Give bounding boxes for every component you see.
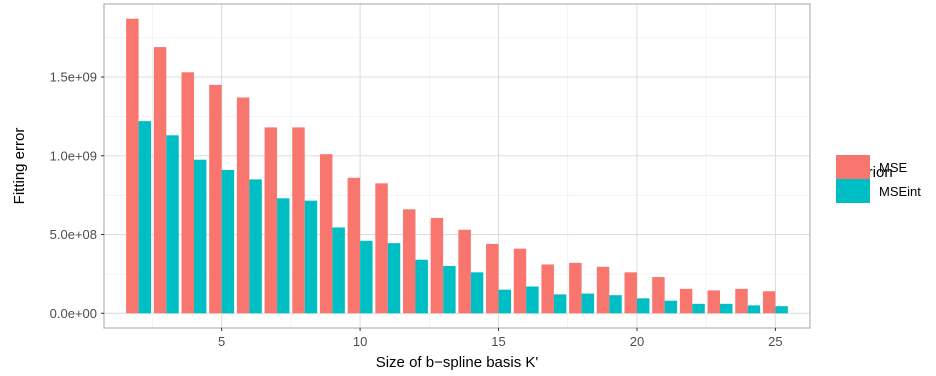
legend-key-mseint [836, 179, 870, 203]
x-tick-label: 25 [768, 334, 782, 349]
y-axis: 0.0e+00 5.0e+08 1.0e+09 1.5e+09 [50, 70, 104, 321]
bar-mse-15 [486, 243, 499, 314]
y-axis-title: Fitting error [11, 128, 28, 205]
y-tick-label: 1.5e+09 [50, 70, 97, 85]
bar-mseint-14 [470, 272, 484, 314]
bar-mse-22 [679, 288, 693, 314]
x-axis: 5 10 15 20 25 [218, 328, 783, 349]
bar-mseint-23 [720, 303, 733, 314]
bar-mseint-22 [692, 303, 705, 314]
bar-mseint-19 [609, 295, 622, 314]
bar-mseint-20 [636, 298, 650, 314]
bar-mse-21 [652, 277, 665, 314]
bar-mseint-17 [553, 294, 567, 314]
bar-mseint-11 [387, 243, 401, 314]
bar-mse-16 [513, 248, 527, 314]
bar-mseint-3 [166, 135, 179, 314]
bar-mseint-25 [775, 306, 788, 314]
x-tick-label: 10 [353, 334, 367, 349]
bar-mse-17 [541, 264, 554, 314]
bar-mse-7 [264, 127, 278, 314]
bar-mse-18 [569, 262, 582, 314]
bar-mseint-4 [193, 159, 207, 314]
bar-mse-20 [624, 272, 637, 314]
bar-mse-24 [735, 288, 748, 314]
legend: Criterion MSE MSEint [836, 155, 921, 203]
bar-mseint-7 [277, 198, 290, 314]
legend-label-mse: MSE [879, 160, 908, 175]
bar-mseint-13 [443, 266, 456, 314]
panel-border [103, 3, 811, 329]
bar-mse-6 [236, 97, 250, 314]
y-tick-label: 1.0e+09 [50, 148, 97, 163]
bar-mse-8 [292, 127, 305, 314]
bar-mseint-2 [138, 121, 152, 314]
bar-mse-23 [707, 290, 721, 314]
bar-mseint-9 [332, 227, 345, 314]
bar-mse-4 [181, 72, 194, 314]
y-tick-label: 5.0e+08 [50, 227, 97, 242]
bar-mseint-5 [221, 169, 235, 314]
bar-mse-5 [209, 84, 222, 314]
x-tick-label: 15 [491, 334, 505, 349]
bar-mse-14 [458, 229, 471, 314]
bar-mseint-6 [249, 179, 262, 314]
bar-mseint-24 [747, 305, 761, 314]
x-axis-title: Size of b−spline basis K' [376, 354, 539, 371]
x-tick-label: 20 [630, 334, 644, 349]
bars [126, 18, 788, 314]
bar-mseint-12 [415, 259, 428, 314]
bar-mseint-10 [360, 240, 373, 314]
x-tick-label: 5 [218, 334, 225, 349]
bar-mse-11 [375, 183, 388, 314]
bar-mse-25 [762, 291, 776, 314]
bar-mse-13 [430, 217, 444, 314]
bar-mseint-8 [304, 200, 318, 314]
bar-mse-3 [153, 47, 167, 314]
bar-mseint-18 [581, 293, 595, 314]
legend-key-mse [836, 155, 870, 179]
bar-mse-2 [126, 18, 139, 314]
bar-mseint-16 [526, 286, 539, 314]
bar-mse-9 [319, 154, 333, 314]
y-tick-label: 0.0e+00 [50, 306, 97, 321]
bar-mse-19 [596, 266, 610, 314]
bar-mse-12 [403, 209, 416, 314]
bar-mseint-15 [498, 289, 511, 314]
bar-mseint-21 [664, 300, 678, 314]
bar-mse-10 [347, 177, 361, 314]
legend-label-mseint: MSEint [879, 184, 921, 199]
